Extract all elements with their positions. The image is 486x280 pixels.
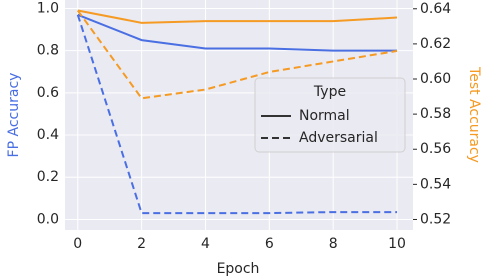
x-tick-label: 8 (329, 236, 338, 252)
legend-label: Adversarial (299, 130, 378, 146)
y2-tick-label: 0.62 (420, 36, 451, 52)
series-line (76, 14, 398, 215)
legend-label: Normal (299, 108, 350, 124)
legend-title: Type (313, 84, 346, 100)
y-tick-label: 0.8 (37, 43, 59, 59)
x-tick-label: 4 (201, 236, 210, 252)
y2-tick-label: 0.64 (420, 1, 451, 17)
y-axis-label: FP Accuracy (6, 73, 22, 158)
series-line (77, 9, 398, 24)
x-tick-label: 2 (137, 236, 146, 252)
series-line (77, 13, 398, 52)
x-tick-label: 6 (265, 236, 274, 252)
y2-tick-label: 0.54 (420, 176, 451, 192)
y2-axis-label: Test Accuracy (466, 66, 482, 163)
y2-tick-label: 0.52 (420, 211, 451, 227)
y2-tick-label: 0.56 (420, 141, 451, 157)
y-tick-label: 0.4 (37, 127, 59, 143)
x-tick-label: 10 (388, 236, 406, 252)
y-tick-label: 0.2 (37, 169, 59, 185)
legend-box (254, 77, 406, 153)
y-tick-label: 0.0 (37, 211, 59, 227)
y2-tick-label: 0.58 (420, 106, 451, 122)
x-tick-label: 0 (73, 236, 82, 252)
x-axis-label: Epoch (217, 261, 260, 277)
y-tick-label: 1.0 (37, 0, 59, 16)
y-tick-label: 0.6 (37, 85, 59, 101)
y2-tick-label: 0.60 (420, 71, 451, 87)
series-line (76, 9, 398, 100)
